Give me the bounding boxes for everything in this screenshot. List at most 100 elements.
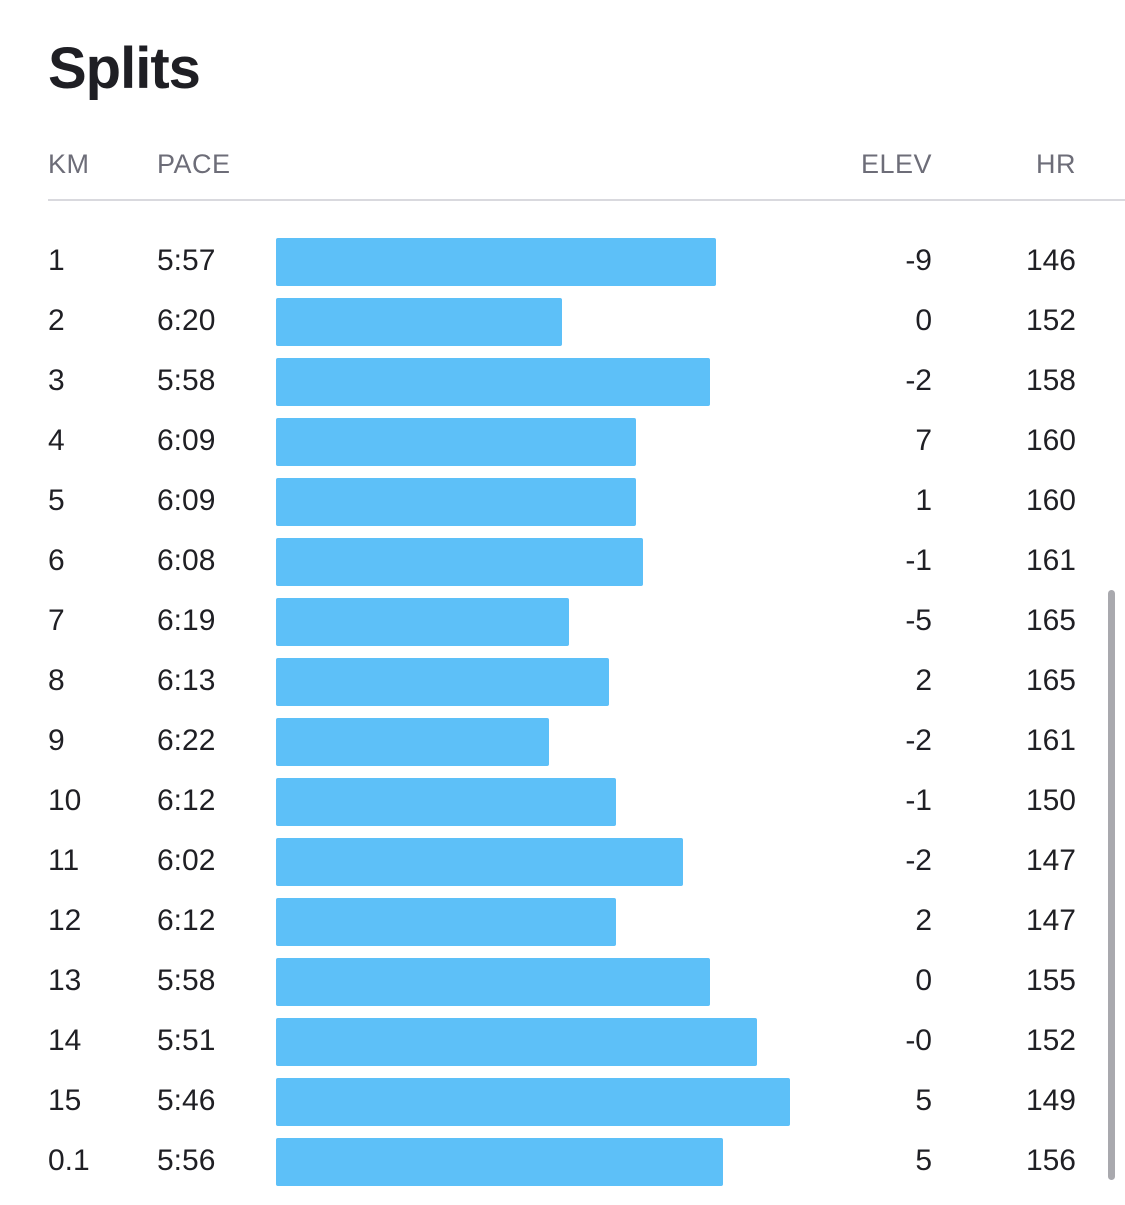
split-km: 8 (48, 664, 65, 697)
split-pace-bar (276, 298, 562, 346)
split-hr: 161 (1025, 544, 1076, 577)
split-km: 3 (48, 364, 65, 397)
split-row[interactable]: 7 6:19 -5 165 (0, 596, 1125, 656)
split-hr: 156 (1025, 1144, 1076, 1177)
split-row[interactable]: 3 5:58 -2 158 (0, 356, 1125, 416)
split-km: 11 (48, 844, 80, 877)
split-pace: 6:02 (157, 844, 216, 877)
splits-table-header: KM PACE ELEV HR (0, 144, 1125, 184)
split-elev: 5 (915, 1144, 932, 1177)
split-pace-bar (276, 658, 609, 706)
split-elev: -2 (905, 364, 932, 397)
split-elev: 0 (915, 304, 932, 337)
scrollbar[interactable] (1108, 590, 1115, 1180)
split-row[interactable]: 14 5:51 -0 152 (0, 1016, 1125, 1076)
split-pace-bar (276, 538, 643, 586)
split-km: 7 (48, 604, 65, 637)
split-hr: 161 (1025, 724, 1076, 757)
split-pace-bar (276, 838, 683, 886)
split-hr: 147 (1025, 904, 1076, 937)
split-km: 6 (48, 544, 65, 577)
split-elev: -1 (905, 784, 932, 817)
split-pace: 6:13 (157, 664, 216, 697)
split-km: 0.1 (48, 1144, 90, 1177)
split-pace: 6:09 (157, 424, 216, 457)
split-pace-bar (276, 958, 710, 1006)
split-row[interactable]: 15 5:46 5 149 (0, 1076, 1125, 1136)
split-pace: 5:46 (157, 1084, 216, 1117)
split-row[interactable]: 9 6:22 -2 161 (0, 716, 1125, 776)
split-hr: 160 (1025, 484, 1076, 517)
column-header-elev: ELEV (860, 149, 932, 179)
split-km: 12 (48, 904, 82, 937)
split-pace-bar (276, 478, 636, 526)
split-pace-bar (276, 1078, 790, 1126)
split-hr: 147 (1025, 844, 1076, 877)
split-row[interactable]: 6 6:08 -1 161 (0, 536, 1125, 596)
splits-table[interactable]: 1 5:57 -9 146 2 6:20 0 152 3 5:58 -2 158 4 6:09 7 160 5 6… (0, 236, 1125, 1196)
split-elev: -1 (905, 544, 932, 577)
split-elev: -2 (905, 724, 932, 757)
split-km: 10 (48, 784, 82, 817)
split-pace-bar (276, 778, 616, 826)
split-hr: 152 (1025, 1024, 1076, 1057)
split-pace-bar (276, 418, 636, 466)
split-elev: -2 (905, 844, 932, 877)
split-km: 5 (48, 484, 65, 517)
split-pace: 5:58 (157, 364, 216, 397)
split-elev: 0 (915, 964, 932, 997)
split-km: 13 (48, 964, 82, 997)
column-header-hr: HR (1036, 149, 1076, 179)
header-divider (48, 199, 1125, 201)
split-row[interactable]: 12 6:12 2 147 (0, 896, 1125, 956)
split-pace-bar (276, 1138, 723, 1186)
split-row[interactable]: 11 6:02 -2 147 (0, 836, 1125, 896)
split-row[interactable]: 1 5:57 -9 146 (0, 236, 1125, 296)
page-title: Splits (48, 36, 201, 101)
split-km: 1 (48, 244, 65, 277)
split-row[interactable]: 13 5:58 0 155 (0, 956, 1125, 1016)
split-pace: 6:19 (157, 604, 216, 637)
column-header-pace: PACE (157, 149, 231, 179)
split-pace-bar (276, 598, 569, 646)
split-pace: 6:08 (157, 544, 216, 577)
split-hr: 155 (1025, 964, 1076, 997)
split-row[interactable]: 2 6:20 0 152 (0, 296, 1125, 356)
split-hr: 150 (1025, 784, 1076, 817)
split-km: 14 (48, 1024, 82, 1057)
split-hr: 149 (1025, 1084, 1076, 1117)
split-hr: 165 (1025, 664, 1076, 697)
split-km: 4 (48, 424, 65, 457)
split-pace-bar (276, 718, 549, 766)
split-pace: 6:20 (157, 304, 216, 337)
split-hr: 158 (1025, 364, 1076, 397)
split-hr: 165 (1025, 604, 1076, 637)
split-row[interactable]: 5 6:09 1 160 (0, 476, 1125, 536)
split-km: 15 (48, 1084, 82, 1117)
split-pace-bar (276, 898, 616, 946)
split-pace: 5:51 (157, 1024, 216, 1057)
split-pace: 5:57 (157, 244, 216, 277)
split-row[interactable]: 8 6:13 2 165 (0, 656, 1125, 716)
split-elev: -5 (905, 604, 932, 637)
split-pace: 6:09 (157, 484, 216, 517)
column-header-km: KM (48, 149, 90, 179)
split-row[interactable]: 0.1 5:56 5 156 (0, 1136, 1125, 1196)
split-elev: -0 (905, 1024, 932, 1057)
split-hr: 152 (1025, 304, 1076, 337)
split-pace: 6:12 (157, 784, 216, 817)
split-elev: 2 (915, 904, 932, 937)
split-pace-bar (276, 1018, 757, 1066)
split-km: 2 (48, 304, 65, 337)
split-row[interactable]: 4 6:09 7 160 (0, 416, 1125, 476)
split-pace: 6:22 (157, 724, 216, 757)
split-hr: 160 (1025, 424, 1076, 457)
split-elev: 2 (915, 664, 932, 697)
split-pace: 6:12 (157, 904, 216, 937)
split-pace: 5:58 (157, 964, 216, 997)
split-row[interactable]: 10 6:12 -1 150 (0, 776, 1125, 836)
split-elev: 1 (915, 484, 932, 517)
split-elev: 7 (915, 424, 932, 457)
split-elev: -9 (905, 244, 932, 277)
split-pace-bar (276, 358, 710, 406)
